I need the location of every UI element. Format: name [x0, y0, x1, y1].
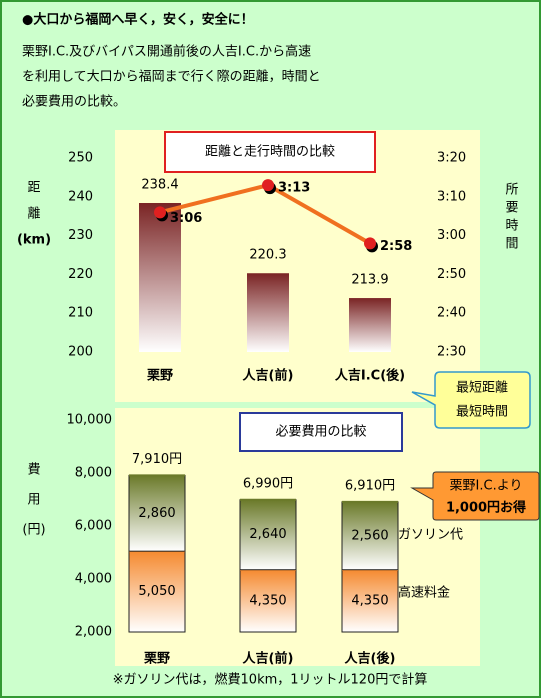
title: ●大口から福岡へ早く，安く，安全に！ [22, 12, 254, 28]
y-axis-label: 距 [27, 181, 40, 196]
x-tick-label: 人吉(前) [243, 368, 294, 384]
data-label: 2:58 [380, 239, 412, 254]
y2-axis-label: 間 [505, 237, 518, 252]
y-axis-label: 離 [27, 207, 40, 222]
total-label: 6,990円 [243, 476, 293, 491]
chart-title: 距離と走行時間の比較 [205, 145, 335, 160]
y-tick-label: 6,000 [75, 519, 112, 534]
data-label: 3:13 [278, 181, 310, 196]
data-label: 238.4 [141, 178, 178, 193]
y-axis-label: 用 [27, 493, 40, 508]
legend-label: 高速料金 [398, 585, 450, 601]
data-label: 2,860 [138, 506, 175, 521]
x-tick-label: 人吉I.C(後) [335, 368, 405, 384]
annotation: 最短時間 [456, 405, 508, 420]
y2-axis-label: 所 [505, 183, 518, 198]
data-label: 4,350 [351, 593, 388, 608]
y-axis-label: 費 [27, 463, 40, 478]
bar [349, 298, 391, 352]
y-axis-label: (円) [22, 523, 45, 538]
title-box [164, 131, 376, 173]
bar-segment [128, 550, 186, 633]
bar-segment [128, 474, 186, 552]
y-tick-label: 200 [68, 345, 93, 360]
y2-tick-label: 3:20 [437, 151, 466, 166]
y-tick-label: 250 [68, 151, 93, 166]
total-label: 7,910円 [132, 452, 182, 467]
bar-segment [341, 569, 399, 633]
x-tick-label: 人吉(後) [345, 651, 396, 667]
bar [247, 273, 289, 352]
legend-label: ガソリン代 [398, 528, 463, 543]
chart-title: 必要費用の比較 [275, 425, 366, 440]
y-tick-label: 10,000 [67, 413, 113, 428]
description: 必要費用の比較。 [22, 95, 126, 110]
x-tick-label: 人吉(前) [243, 651, 294, 667]
annotation: 1,000円お得 [446, 500, 526, 516]
x-tick-label: 栗野 [144, 652, 170, 667]
y2-axis-label: 時 [505, 219, 518, 234]
data-label: 3:06 [170, 211, 202, 226]
x-tick-label: 栗野 [147, 369, 173, 384]
data-label: 4,350 [249, 593, 286, 608]
marker [262, 179, 274, 192]
data-label: 2,560 [351, 528, 388, 543]
y-tick-label: 240 [68, 189, 93, 204]
y2-tick-label: 2:50 [437, 267, 466, 282]
y-tick-label: 8,000 [75, 466, 112, 481]
total-label: 6,910円 [345, 478, 395, 493]
y2-tick-label: 3:10 [437, 189, 466, 204]
y-tick-label: 4,000 [75, 572, 112, 587]
y2-tick-label: 2:40 [437, 306, 466, 321]
y-tick-label: 2,000 [75, 625, 112, 640]
bar-segment [341, 501, 399, 571]
marker [364, 237, 376, 250]
y-tick-label: 220 [68, 267, 93, 282]
title-box [239, 412, 403, 452]
bar [139, 203, 181, 352]
data-label: 5,050 [138, 584, 175, 599]
y-tick-label: 210 [68, 306, 93, 321]
description: 栗野I.C.及びバイパス開通前後の人吉I.C.から高速 [22, 44, 311, 60]
y-tick-label: 230 [68, 228, 93, 243]
y-axis-label: (km) [17, 233, 51, 248]
y2-axis-label: 要 [505, 201, 518, 216]
y2-tick-label: 2:30 [437, 345, 466, 360]
annotation: 栗野I.C.より [450, 479, 523, 494]
data-label: 220.3 [249, 248, 286, 263]
callout [410, 471, 540, 521]
marker [154, 206, 166, 219]
annotation: 最短距離 [456, 381, 508, 396]
bar-segment [239, 569, 297, 633]
data-label: 213.9 [351, 273, 388, 288]
data-label: 2,640 [249, 527, 286, 542]
description: を利用して大口から福岡まで行く際の距離，時間と [22, 70, 321, 85]
callout [411, 371, 531, 429]
note: ※ガソリン代は，燃費10km，1リットル120円で計算 [113, 672, 428, 688]
y2-tick-label: 3:00 [437, 228, 466, 243]
bar-segment [239, 499, 297, 571]
